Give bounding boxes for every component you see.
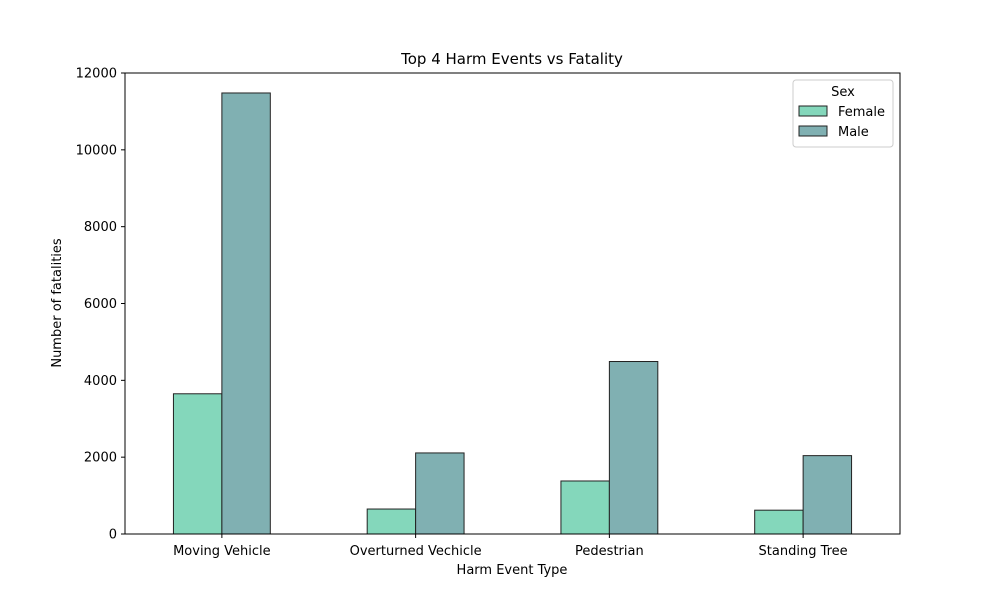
bar-male-0 [221,92,271,535]
bar-male-2 [608,361,659,535]
y-tick-label: 4000 [84,374,117,389]
legend: Sex Female Male [792,79,894,148]
y-axis-label: Number of fatalities [50,238,65,368]
bars-group [172,92,853,535]
legend-title: Sex [831,85,855,100]
bar-female-0 [172,393,223,535]
x-axis: Moving Vehicle Overturned Vechicle Pedestr… [173,534,848,559]
x-tick-label: Moving Vehicle [173,544,271,559]
y-tick-label: 6000 [84,297,117,312]
x-tick-label: Pedestrian [575,544,644,559]
bar-female-1 [366,508,417,535]
y-tick-label: 12000 [76,67,117,82]
x-tick-label: Standing Tree [759,544,848,559]
bar-male-1 [415,452,465,535]
legend-label-male: Male [838,125,869,140]
y-tick-label: 2000 [84,451,117,466]
x-tick-label: Overturned Vechicle [350,544,482,559]
y-tick-label: 8000 [84,220,117,235]
y-tick-label: 10000 [76,143,117,158]
bar-female-2 [560,480,610,535]
x-axis-label: Harm Event Type [457,563,568,578]
legend-items: Female Male [798,105,885,140]
y-tick-label: 0 [109,528,117,543]
y-axis: 0 2000 4000 6000 8000 10000 12000 [76,67,125,543]
legend-swatch-male [798,125,828,137]
bar-female-3 [754,509,804,535]
bar-male-3 [802,455,853,535]
legend-label-female: Female [838,105,885,120]
chart-title: Top 4 Harm Events vs Fatality [400,50,623,68]
legend-swatch-female [798,105,828,117]
